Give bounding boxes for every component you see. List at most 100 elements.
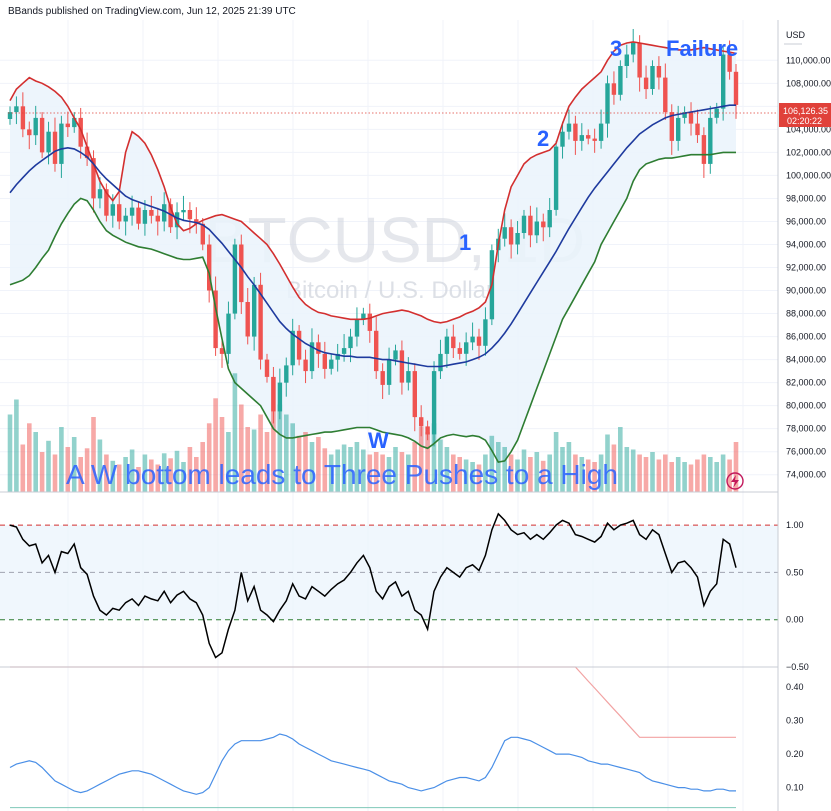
candle: [322, 341, 327, 379]
candle: [117, 190, 122, 230]
candle: [721, 44, 726, 121]
volume-bar: [316, 437, 321, 492]
volume-bar: [540, 460, 546, 493]
price-tick-label: 104,000.00: [786, 124, 831, 134]
price-tick-label: 80,000.00: [786, 401, 826, 411]
candle: [483, 307, 488, 356]
volume-bar: [161, 453, 167, 493]
volume-bar: [174, 450, 180, 493]
watermark-name: Bitcoin / U.S. Dollar: [286, 277, 494, 304]
candle: [464, 332, 469, 366]
volume-bar: [14, 399, 19, 492]
volume-bar: [675, 457, 681, 492]
volume-bar: [406, 454, 411, 492]
replay-icon[interactable]: [726, 472, 744, 490]
candle: [393, 344, 398, 366]
candle: [586, 129, 591, 145]
w-label: W: [368, 428, 389, 453]
bandwidth-tick-label: 0.30: [786, 716, 804, 726]
bandwidth-threshold-line: [10, 666, 736, 738]
volume-bar: [553, 432, 559, 492]
candle: [200, 218, 205, 251]
volume-bar: [573, 454, 578, 492]
volume-bar: [412, 442, 417, 492]
volume-bar: [277, 404, 283, 492]
basis-line: [9, 104, 736, 368]
candle: [669, 104, 674, 155]
candle: [676, 105, 681, 151]
candle: [592, 128, 597, 153]
volume-bar: [695, 459, 700, 492]
candle: [708, 105, 713, 174]
volume-bar: [720, 454, 726, 492]
candle: [7, 106, 13, 125]
volume-bar: [585, 459, 591, 492]
price-tick-label: 86,000.00: [786, 332, 826, 342]
candle: [14, 96, 19, 125]
volume-bar: [46, 440, 51, 493]
candle: [252, 276, 257, 351]
candle: [663, 63, 668, 120]
volume-bar: [534, 452, 540, 492]
volume-bar: [187, 447, 193, 492]
candle: [232, 238, 238, 320]
candle: [155, 207, 160, 236]
volume-bar: [27, 423, 32, 493]
candle: [431, 361, 437, 447]
price-tick-label: 82,000.00: [786, 378, 826, 388]
candle: [258, 272, 263, 370]
volume-bar: [399, 452, 405, 492]
candle: [656, 56, 662, 90]
volume-bar: [688, 464, 694, 492]
volume-bar: [463, 459, 469, 492]
volume-bar: [245, 427, 250, 492]
volume-bar: [733, 442, 739, 492]
volume-bar: [20, 444, 26, 492]
volume-bar: [579, 457, 585, 492]
bandwidth-tick-label: 0.40: [786, 682, 804, 692]
candle: [560, 121, 565, 159]
volume-bar: [393, 447, 398, 492]
volume-bar: [226, 432, 231, 492]
price-tick-label: 102,000.00: [786, 147, 831, 157]
candle: [46, 121, 51, 165]
last-price-tag-bg: [779, 103, 831, 127]
volume-bar: [611, 444, 617, 492]
volume-bar: [136, 467, 141, 492]
volume-bar: [701, 454, 707, 492]
volume-bar: [431, 423, 437, 493]
volume-bar: [515, 459, 520, 492]
candle: [290, 318, 295, 376]
volume-bar: [129, 449, 135, 492]
volume-bar: [271, 377, 276, 492]
candle: [701, 127, 707, 178]
candle: [78, 107, 83, 159]
volume-bar: [322, 448, 328, 493]
candle: [650, 60, 655, 95]
volume-bar: [618, 427, 623, 492]
percent-b-tick-label: 1.00: [786, 520, 804, 530]
candle: [194, 207, 199, 234]
volume-bar: [425, 432, 430, 492]
volume-bar: [251, 429, 257, 492]
volume-bar: [624, 447, 630, 492]
volume-bar: [219, 417, 225, 492]
candle: [149, 195, 154, 224]
volume-bar: [367, 454, 373, 492]
volume-bar: [181, 462, 186, 492]
volume-bar: [84, 448, 90, 493]
percent-b-tick-label: 0.50: [786, 567, 804, 577]
percent-b-pane: [0, 512, 778, 659]
volume-bar: [97, 439, 103, 492]
bandwidth-tick-label: 0.20: [786, 749, 804, 759]
candle: [72, 112, 77, 133]
volume-bar: [168, 458, 173, 493]
volume-bar: [502, 447, 507, 492]
percent-b-tick-label: 0.00: [786, 615, 804, 625]
candle: [65, 111, 70, 137]
price-axis-ticks: 74,000.00 76,000.00 78,000.00 80,000.00 82,0…: [786, 55, 831, 479]
volume-bar: [386, 457, 392, 492]
volume-bar: [59, 427, 64, 492]
candle: [399, 340, 405, 395]
candle: [624, 44, 629, 79]
